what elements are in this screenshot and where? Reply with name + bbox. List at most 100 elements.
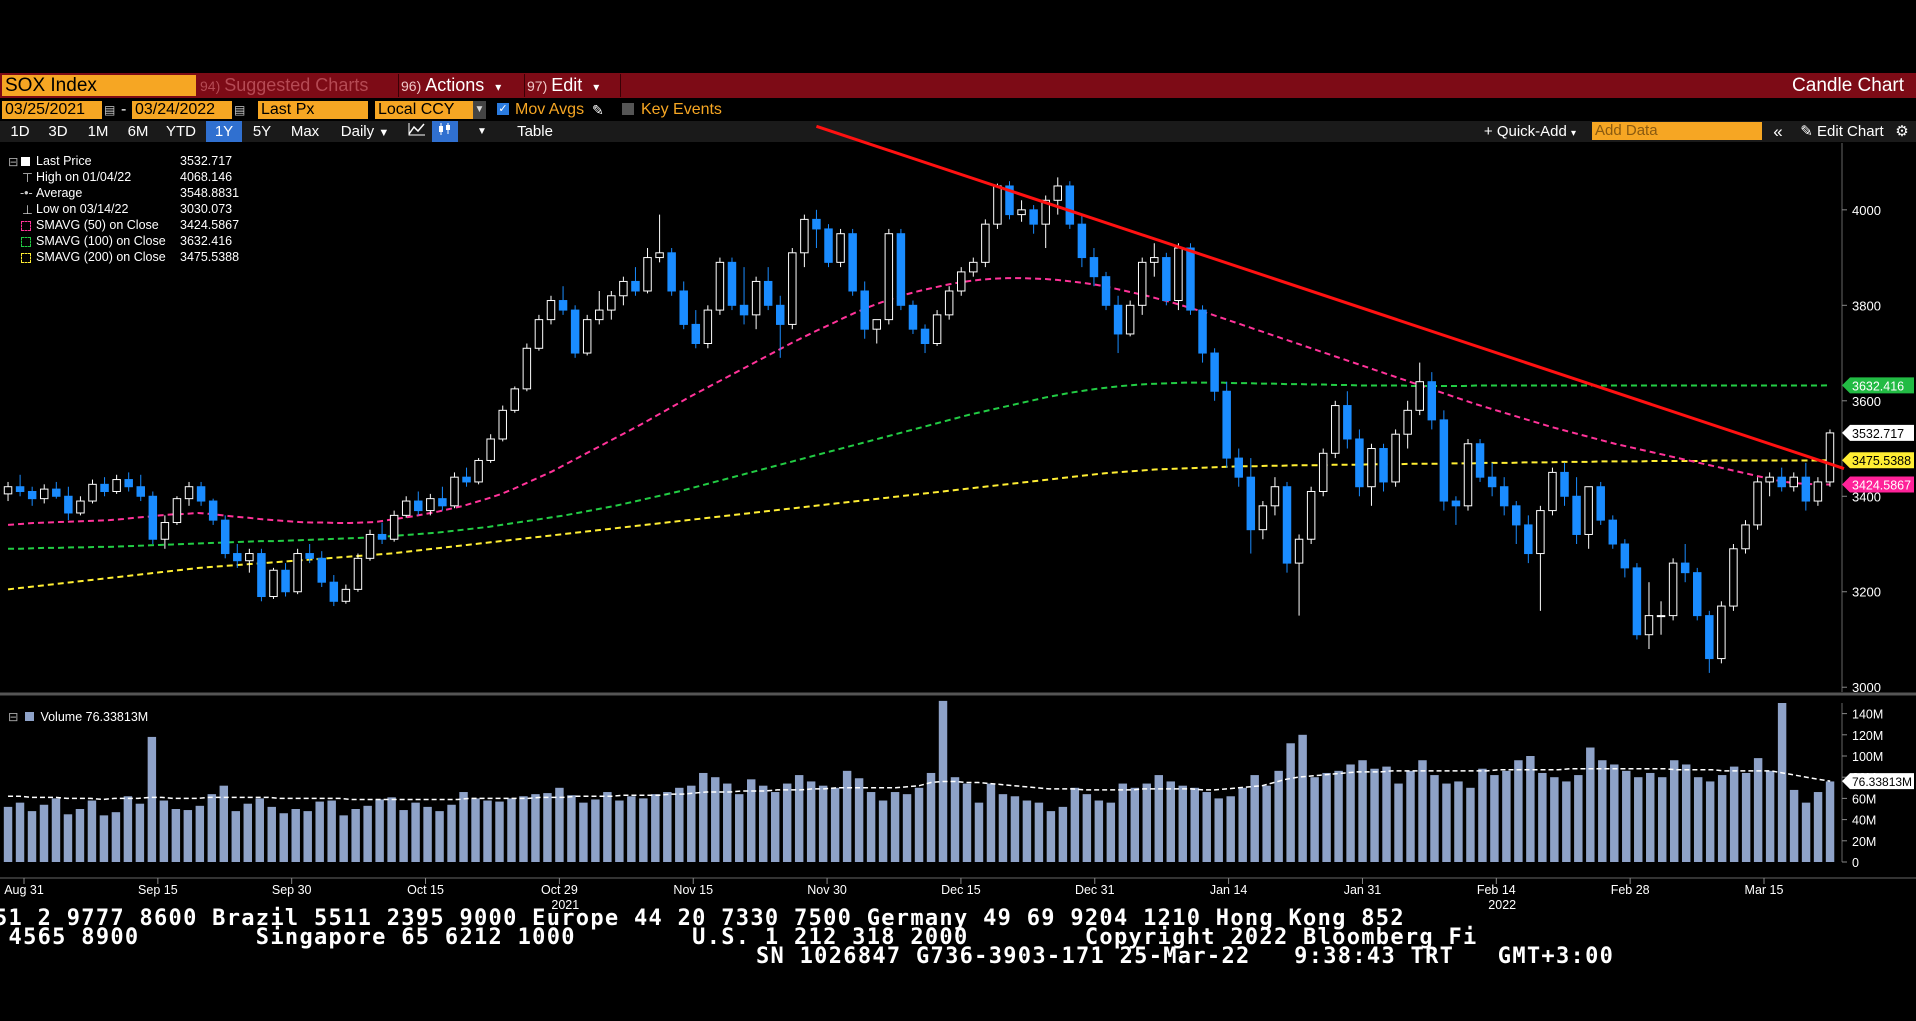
price-tick-label: 3000 [1852, 680, 1881, 695]
volume-bar [974, 802, 984, 862]
volume-bar [279, 813, 288, 862]
volume-bar [1022, 800, 1032, 862]
volume-bar [195, 805, 205, 862]
volume-bar [159, 800, 169, 862]
date-tick-label: Sep 15 [138, 883, 178, 897]
collapse-icon[interactable]: ⊟ [8, 710, 19, 724]
collapse-icon[interactable]: ⊟ [8, 155, 19, 169]
volume-bar [147, 736, 157, 862]
legend-label: High on 01/04/22 [36, 170, 132, 184]
volume-bar [555, 787, 564, 862]
range-ytd-button[interactable]: YTD [166, 123, 196, 140]
trendline [815, 124, 1845, 471]
add-data-input[interactable]: Add Data [1592, 122, 1762, 140]
candle-body [1439, 419, 1449, 502]
volume-bar [603, 792, 612, 862]
range-1d-button[interactable]: 1D [10, 123, 30, 140]
range-1y-button[interactable]: 1Y [206, 121, 242, 142]
candle-body [1729, 548, 1738, 607]
candle-body [281, 569, 290, 593]
ticker-field[interactable]: SOX Index [2, 75, 196, 96]
candle-body [377, 533, 387, 540]
value-tag: 3424.5867 [1842, 476, 1914, 493]
volume-bar [1442, 783, 1451, 862]
candle-body [1318, 452, 1328, 492]
volume-bar [375, 799, 384, 862]
date-tick-label: Oct 29 [541, 883, 578, 897]
volume-bar [758, 785, 768, 862]
menu-divider [398, 74, 399, 97]
frequency-select[interactable]: Daily ▼ [330, 121, 400, 142]
collapse-left-icon[interactable]: « [1773, 122, 1783, 141]
candle-body [908, 304, 918, 330]
volume-bar [1058, 806, 1068, 862]
candle-body [1270, 486, 1280, 507]
legend-swatch [21, 157, 31, 166]
start-date-input[interactable]: 03/25/2021 [2, 101, 102, 119]
volume-bar [746, 779, 756, 862]
line-chart-icon[interactable] [404, 121, 430, 142]
date-tick-label: Jan 31 [1344, 883, 1382, 897]
volume-bar [711, 777, 720, 862]
legend-swatch [24, 712, 34, 721]
candle-body [860, 290, 869, 330]
value-tag-label: 3475.5388 [1852, 454, 1911, 468]
range-3d-button[interactable]: 3D [48, 123, 68, 140]
resistance-trendline[interactable] [815, 124, 1845, 471]
volume-bar [1106, 802, 1116, 862]
actions-menu[interactable]: 96) Actions ▾ [401, 74, 523, 97]
gear-icon[interactable]: ⚙ [1895, 123, 1909, 140]
volume-bar [1094, 800, 1104, 862]
chevron-down-icon[interactable]: ▼ [473, 101, 486, 119]
table-button[interactable]: Table [517, 123, 553, 140]
candle-chart-icon[interactable] [432, 121, 458, 142]
candle-body [414, 500, 423, 512]
range-5y-button[interactable]: 5Y [252, 123, 272, 140]
candle-body [1331, 405, 1340, 454]
calendar-icon[interactable]: ▤ [234, 103, 246, 117]
volume-bar [687, 785, 696, 862]
edit-menu[interactable]: 97) Edit ▾ [527, 74, 619, 97]
candle-body [703, 309, 713, 345]
calendar-icon[interactable]: ▤ [104, 103, 116, 117]
suggested-charts-menu[interactable]: 94) Suggested Charts [200, 74, 396, 97]
candle-body [1572, 495, 1581, 535]
volume-bar [1418, 760, 1427, 862]
candle-body [944, 290, 954, 316]
candle-body [582, 319, 592, 354]
sma50-line [7, 277, 1830, 526]
chevron-down-icon[interactable]: ▼ [477, 126, 487, 137]
candle-body [655, 252, 664, 259]
sma100-line [8, 381, 1830, 550]
candle-body [739, 304, 749, 316]
chevron-down-icon: ▾ [1571, 128, 1577, 139]
volume-tick-label: 40M [1852, 814, 1876, 828]
key-events-checkbox[interactable] [622, 103, 634, 115]
edit-chart-button[interactable]: ✎ Edit Chart [1792, 121, 1892, 142]
candle-body [956, 271, 966, 292]
volume-bar [1034, 802, 1044, 862]
candle-body [1391, 433, 1400, 483]
pencil-icon[interactable]: ✎ [592, 102, 604, 118]
volume-bar [63, 814, 73, 862]
end-date-input[interactable]: 03/24/2022 [132, 101, 232, 119]
candle-body [160, 522, 170, 540]
range-1m-button[interactable]: 1M [87, 123, 109, 140]
currency-select[interactable]: Local CCY [375, 101, 473, 119]
range-6m-button[interactable]: 6M [127, 123, 149, 140]
volume-bar [495, 801, 504, 862]
mov-avgs-checkbox[interactable]: ✓ [497, 103, 509, 115]
menu-label: Edit [551, 75, 583, 95]
volume-bar [327, 800, 336, 862]
volume-bar [3, 806, 13, 862]
candle-body [64, 495, 73, 514]
value-tags: 3632.416 3532.717 3475.5388 3424.5867 [1842, 377, 1914, 493]
candle-body [776, 304, 785, 325]
caret-down-icon: ▾ [593, 80, 600, 94]
candle-body [1150, 257, 1159, 263]
price-field-select[interactable]: Last Px [258, 101, 368, 119]
range-max-button[interactable]: Max [290, 123, 320, 140]
candle-body [812, 218, 821, 230]
quick-add-button[interactable]: + Quick-Add ▾ [1476, 121, 1584, 142]
